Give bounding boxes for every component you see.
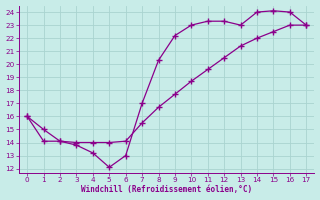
- X-axis label: Windchill (Refroidissement éolien,°C): Windchill (Refroidissement éolien,°C): [81, 185, 252, 194]
